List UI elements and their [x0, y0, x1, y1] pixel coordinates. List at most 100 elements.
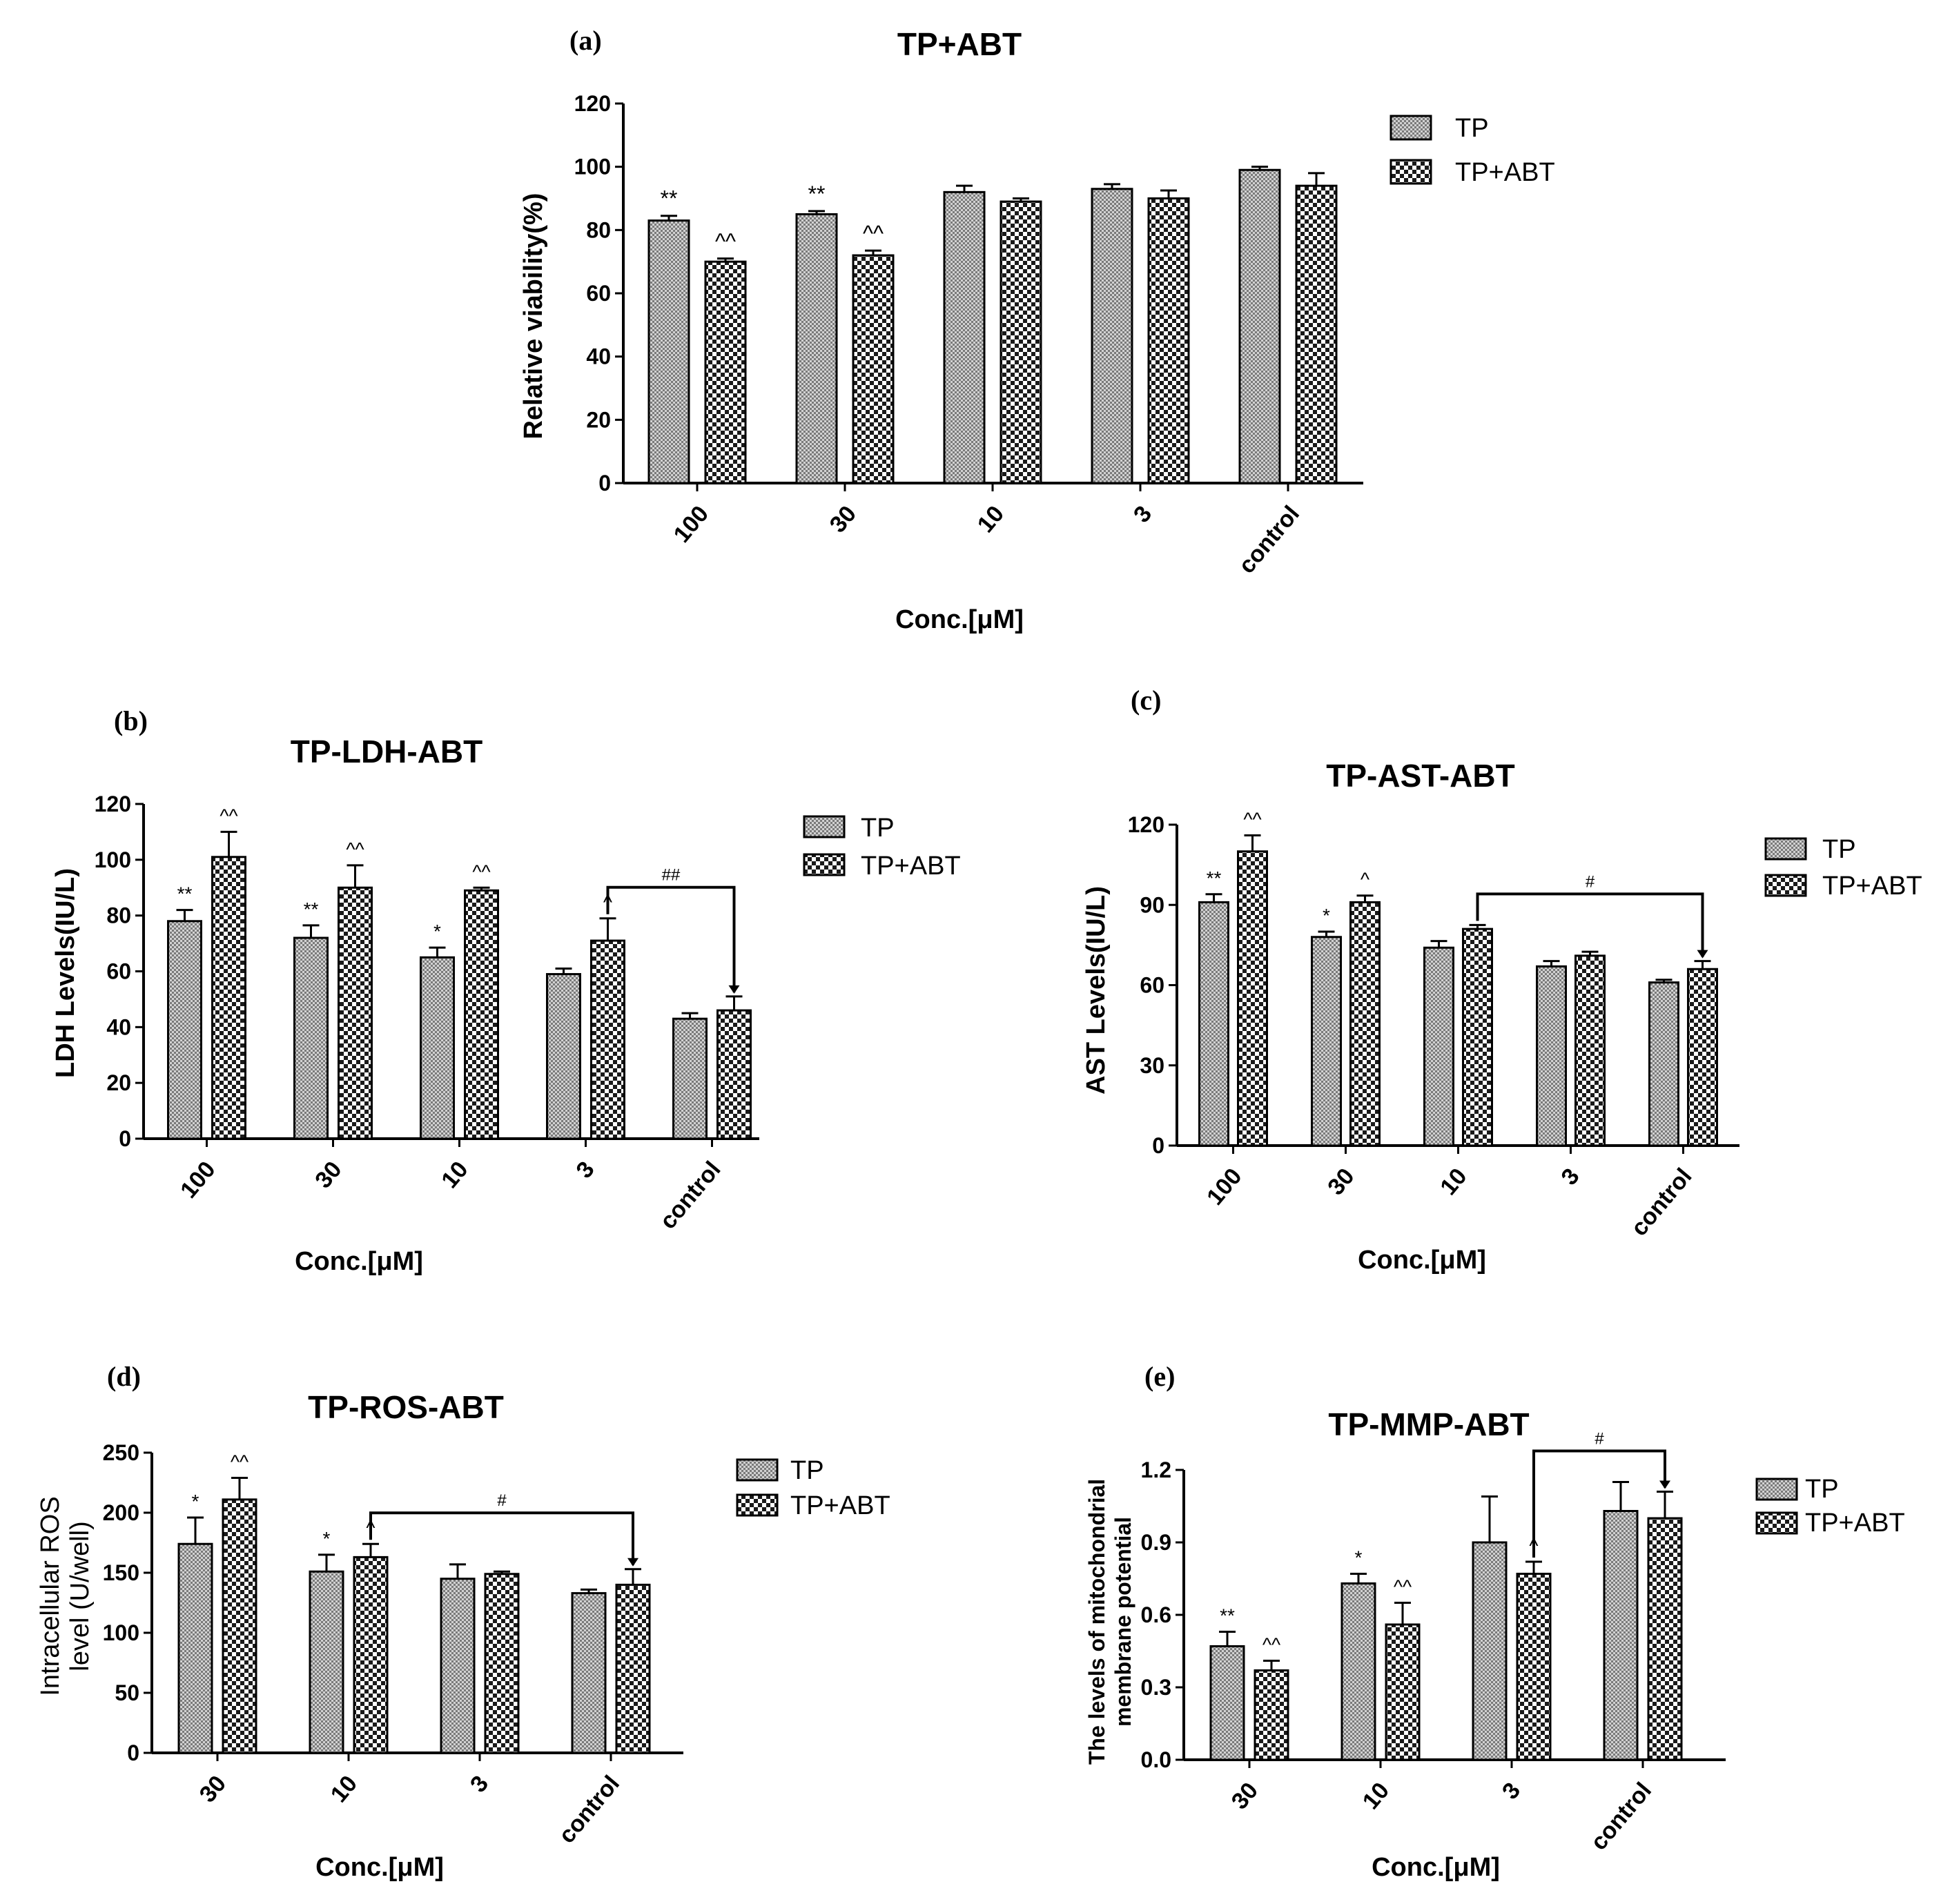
- legend-swatch-tp: [803, 815, 846, 838]
- panel-d: (d) TP-ROS-ABT 05010015020025030*^^10*^3…: [36, 1361, 890, 1882]
- y-tick-label: 20: [106, 1070, 131, 1095]
- bracket-label: ##: [662, 866, 681, 885]
- significance-mark: *: [323, 1528, 331, 1549]
- significance-mark: **: [808, 181, 826, 206]
- x-tick-label: control: [1586, 1778, 1657, 1856]
- legend-swatch-tp-abt: [1390, 159, 1432, 185]
- bar-tp-abt: [1237, 850, 1268, 1147]
- bar-tp-abt: [1516, 1573, 1552, 1761]
- bar-tp: [1603, 1510, 1639, 1761]
- bracket-label: #: [1586, 872, 1595, 891]
- x-tick-label: 10: [973, 501, 1009, 538]
- bracket-label: #: [1595, 1430, 1604, 1449]
- y-tick-label: 80: [106, 903, 131, 928]
- bar-tp: [1091, 188, 1133, 484]
- x-axis-title: Conc.[μM]: [895, 605, 1024, 634]
- bar-tp-abt: [716, 1009, 752, 1140]
- x-tick-label: 10: [1358, 1778, 1394, 1814]
- significance-mark: ^^: [346, 838, 364, 860]
- bracket-arrow: [728, 985, 740, 994]
- chart-title: TP-MMP-ABT: [1328, 1406, 1529, 1442]
- panel-label: (d): [107, 1361, 141, 1392]
- y-tick-label: 100: [574, 155, 611, 179]
- y-axis-title-line-2: level (U/well): [66, 1521, 95, 1671]
- bar-tp: [1209, 1645, 1245, 1761]
- bar-tp-abt: [484, 1573, 520, 1754]
- bar-tp: [1198, 901, 1229, 1147]
- legend-label-tp: TP: [861, 814, 895, 843]
- bar-tp: [546, 973, 581, 1140]
- y-axis-title: AST Levels(IU/L): [1082, 886, 1111, 1095]
- y-tick-label: 0.0: [1141, 1747, 1171, 1772]
- bar-tp-abt: [1254, 1669, 1289, 1761]
- bar-tp: [672, 1017, 708, 1140]
- x-tick-label: 30: [1227, 1778, 1263, 1814]
- bar-tp: [795, 213, 838, 484]
- bar-tp-abt: [1147, 197, 1190, 484]
- significance-mark: *: [1355, 1547, 1363, 1569]
- x-tick-label: 100: [1202, 1164, 1247, 1210]
- panel-label: (b): [114, 705, 148, 736]
- legend: TP TP+ABT: [1390, 114, 1555, 187]
- bar-tp-abt: [1000, 200, 1042, 484]
- legend-label-tp-abt: TP+ABT: [790, 1491, 890, 1520]
- bar-tp: [1536, 965, 1567, 1147]
- bar-tp-abt: [1687, 968, 1718, 1147]
- significance-mark: **: [177, 883, 193, 905]
- significance-mark: ^^: [1394, 1576, 1412, 1598]
- x-tick-label: 10: [1435, 1164, 1472, 1200]
- y-tick-label: 40: [586, 344, 611, 369]
- bar-tp: [571, 1592, 607, 1754]
- bar-tp-abt: [1647, 1517, 1683, 1761]
- legend-swatch-tp: [1390, 115, 1432, 141]
- x-tick-label: 3: [465, 1771, 494, 1798]
- bar-tp: [1423, 946, 1454, 1147]
- legend-swatch-tp: [736, 1458, 779, 1482]
- significance-mark: ^^: [715, 229, 736, 254]
- bar-tp-abt: [1462, 928, 1493, 1147]
- y-tick-label: 100: [103, 1620, 139, 1645]
- panel-label: (a): [569, 25, 602, 56]
- bracket-arrow: [627, 1558, 638, 1567]
- legend-label-tp: TP: [790, 1456, 824, 1485]
- x-tick-label: 30: [1323, 1164, 1359, 1200]
- significance-mark: **: [304, 899, 319, 920]
- x-tick-label: 100: [669, 501, 714, 548]
- bar-tp: [420, 956, 455, 1140]
- chart-plot: 0 30 60 90 120 100 ** ^^ 30 * ^ 10 3 control #: [1128, 809, 1739, 1241]
- y-tick-label: 250: [103, 1440, 139, 1465]
- bar-tp: [1648, 981, 1679, 1147]
- comparison-bracket: [606, 885, 736, 992]
- legend-label-tp-abt: TP+ABT: [1805, 1509, 1905, 1538]
- y-tick-label: 100: [95, 847, 131, 872]
- x-axis-title: Conc.[μM]: [1372, 1853, 1500, 1882]
- chart-plot: 020406080100120100**^^30**^^10*^^3^contr…: [95, 792, 759, 1234]
- significance-mark: ^^: [472, 861, 490, 882]
- chart-title: TP-AST-ABT: [1326, 758, 1514, 794]
- legend-label-tp-abt: TP+ABT: [1455, 158, 1555, 187]
- bar-tp-abt: [1295, 184, 1338, 484]
- bar-tp: [647, 219, 690, 484]
- panel-a: (a) TP+ABT 0 20 40 60 80 100 120 100 ** ^^ 30 ** ^^ 1…: [519, 25, 1555, 634]
- bar-tp: [167, 920, 202, 1140]
- significance-mark: ^^: [231, 1451, 248, 1473]
- bracket-label: #: [497, 1491, 507, 1510]
- bracket-arrow: [1659, 1480, 1670, 1489]
- x-tick-label: 10: [326, 1771, 362, 1807]
- legend-swatch-tp-abt: [803, 853, 846, 876]
- legend-swatch-tp: [1755, 1478, 1798, 1501]
- bar-tp-abt: [222, 1498, 257, 1754]
- bar-tp-abt: [353, 1555, 389, 1754]
- y-tick-label: 60: [106, 959, 131, 984]
- panel-c: (c) TP-AST-ABT 0 30 60 90 120 100 ** ^^ 30 * ^ 10 3 c…: [1082, 685, 1922, 1275]
- y-tick-label: 20: [586, 407, 611, 432]
- y-tick-label: 0.9: [1141, 1530, 1171, 1555]
- x-tick-label: 30: [195, 1771, 231, 1807]
- chart-title: TP-LDH-ABT: [291, 734, 483, 769]
- significance-mark: ^^: [1243, 809, 1261, 830]
- y-tick-label: 80: [586, 217, 611, 242]
- legend: TP TP+ABT: [1755, 1475, 1905, 1538]
- chart-title: TP+ABT: [897, 26, 1022, 62]
- bar-tp-abt: [704, 260, 747, 484]
